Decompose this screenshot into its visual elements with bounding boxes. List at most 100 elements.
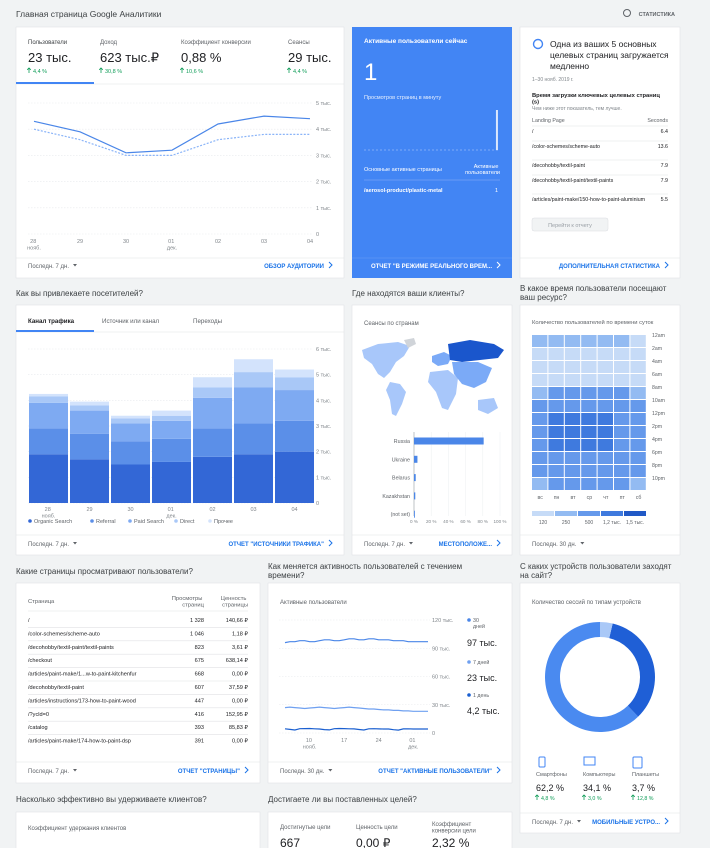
hour-label: 6am	[652, 372, 662, 378]
pageviews: 675	[195, 658, 204, 664]
heat-cell	[564, 335, 581, 347]
text-line: Ценность цели	[356, 825, 398, 831]
metric-name[interactable]: Пользователи	[28, 40, 67, 46]
x-tick-label: 29	[86, 507, 92, 513]
legend-label: 7 дней	[473, 659, 489, 666]
section-heading: Как меняется активность пользователей с …	[268, 562, 464, 580]
card	[352, 27, 512, 278]
metric-name: Ценность цели	[356, 825, 398, 831]
heat-cell	[630, 387, 646, 399]
card	[15, 582, 261, 784]
date-range-picker[interactable]: Последн. 30 дн.	[532, 542, 577, 548]
heat-cell	[581, 348, 597, 360]
report-link[interactable]: ОТЧЕТ "В РЕЖИМЕ РЕАЛЬНОГО ВРЕМ...	[371, 264, 492, 270]
report-link[interactable]: ОТЧЕТ "СТРАНИЦЫ"	[178, 769, 240, 775]
date-range-picker[interactable]: Последн. 7 дн.	[532, 820, 573, 826]
metric-name[interactable]: Сеансы	[288, 40, 310, 46]
chevron	[664, 817, 669, 825]
device-change: 4,8 %	[541, 796, 555, 802]
metric-name: Коэффициент конверсии цели	[432, 822, 476, 835]
report-link[interactable]: МОБИЛЬНЫЕ УСТРО...	[592, 820, 660, 826]
landing-page: /articles/paint-make/150-how-to-paint-al…	[532, 197, 646, 203]
text-line: 02	[215, 239, 221, 245]
text-line: Время загрузки ключевых целевых страниц	[532, 93, 662, 99]
heat-cell	[614, 452, 630, 464]
date-range-picker[interactable]: Последн. 7 дн.	[28, 769, 69, 775]
donut-segment	[600, 622, 613, 639]
dropdown-arrow	[73, 542, 77, 545]
card	[351, 304, 513, 556]
x-tick-label: 01 дек.	[167, 239, 178, 252]
line-series	[33, 115, 311, 154]
hour-label: 10pm	[652, 476, 665, 482]
report-link[interactable]: ОТЧЕТ "ИСТОЧНИКИ ТРАФИКА"	[228, 542, 324, 548]
heat-cell	[564, 348, 581, 360]
x-tick-label: 02	[209, 507, 215, 513]
text-line: нояб.	[42, 514, 56, 520]
heat-cell	[548, 465, 564, 477]
heat-cell	[581, 374, 597, 386]
tab[interactable]: Канал трафика	[28, 318, 75, 325]
country-label: Belarus	[392, 476, 410, 482]
text-line: (s)	[532, 100, 539, 106]
date-range-picker[interactable]: Последн. 7 дн.	[364, 542, 405, 548]
column-header: Страница	[28, 599, 55, 605]
heat-cell	[630, 348, 646, 360]
x-tick-label: 30	[127, 507, 133, 513]
heat-cell	[532, 439, 548, 451]
bar-segment	[70, 405, 109, 411]
heat-cell	[564, 452, 581, 464]
page-value: 140,66 ₽	[226, 617, 249, 624]
tab[interactable]: Источник или канал	[102, 318, 160, 325]
heat-cell	[630, 400, 646, 412]
pageviews: 391	[195, 739, 204, 745]
report-link[interactable]: ОТЧЕТ "АКТИВНЫЕ ПОЛЬЗОВАТЕЛИ"	[378, 769, 492, 775]
date-range-picker[interactable]: Последн. 7 дн.	[28, 264, 69, 270]
line-series	[284, 638, 428, 644]
heat-cell	[614, 374, 630, 386]
bar-segment	[193, 428, 232, 457]
chart-subtitle: Активные пользователи	[280, 600, 347, 606]
heat-cell	[597, 387, 613, 399]
heat-cell	[614, 413, 630, 425]
report-button[interactable]	[531, 217, 609, 232]
metric-name[interactable]: Коэффициент конверсии	[181, 40, 251, 46]
metric-change: 10,6 %	[186, 69, 203, 75]
day-label: ср	[587, 495, 593, 501]
date-range-picker[interactable]: Последн. 30 дн.	[280, 769, 325, 775]
tab[interactable]: Переходы	[193, 318, 223, 325]
heat-cell	[564, 387, 581, 399]
hour-label: 2pm	[652, 424, 662, 430]
chart-subtitle: Количество пользователей по времени суто…	[532, 319, 654, 326]
y-tick-label: 0	[316, 501, 319, 507]
tab-indicator	[16, 82, 94, 84]
insights-button[interactable]: СТАТИСТИКА	[639, 12, 675, 18]
legend-swatch	[578, 511, 600, 516]
day-label: вс	[538, 495, 544, 501]
chart-subtitle: Количество сессий по типам устройств	[532, 599, 641, 606]
report-link[interactable]: МЕСТОПОЛОЖЕ...	[439, 542, 493, 548]
dropdown-arrow	[73, 264, 77, 267]
heat-cell	[630, 452, 646, 464]
button-label[interactable]: Перейти к отчету	[548, 222, 592, 229]
insight-subtitle: Время загрузки ключевых целевых страниц …	[532, 93, 662, 106]
page-value: 0,00 ₽	[232, 697, 248, 704]
device-value: 34,1 %	[583, 783, 611, 793]
x-tick-label: 04	[307, 239, 313, 245]
date-range-picker[interactable]: Последн. 7 дн.	[28, 542, 69, 548]
text-line: /decohobby/textil-paint/textil-paints	[532, 178, 614, 184]
report-link[interactable]: ДОПОЛНИТЕЛЬНАЯ СТАТИСТИКА	[559, 264, 661, 270]
x-tick-label: 60 %	[460, 519, 470, 524]
bar-segment	[193, 387, 232, 398]
heat-cell	[532, 335, 548, 347]
bar-segment	[111, 418, 150, 424]
bar-segment	[29, 393, 68, 397]
heat-cell	[532, 426, 548, 438]
legend-swatch	[555, 511, 577, 516]
report-link[interactable]: ОБЗОР АУДИТОРИИ	[264, 264, 324, 270]
x-tick-label: 01 дек.	[408, 738, 419, 751]
metric-name[interactable]: Доход	[100, 40, 118, 46]
card-title: Активные пользователи сейчас	[364, 37, 468, 45]
page-path: /checkout	[28, 658, 52, 664]
